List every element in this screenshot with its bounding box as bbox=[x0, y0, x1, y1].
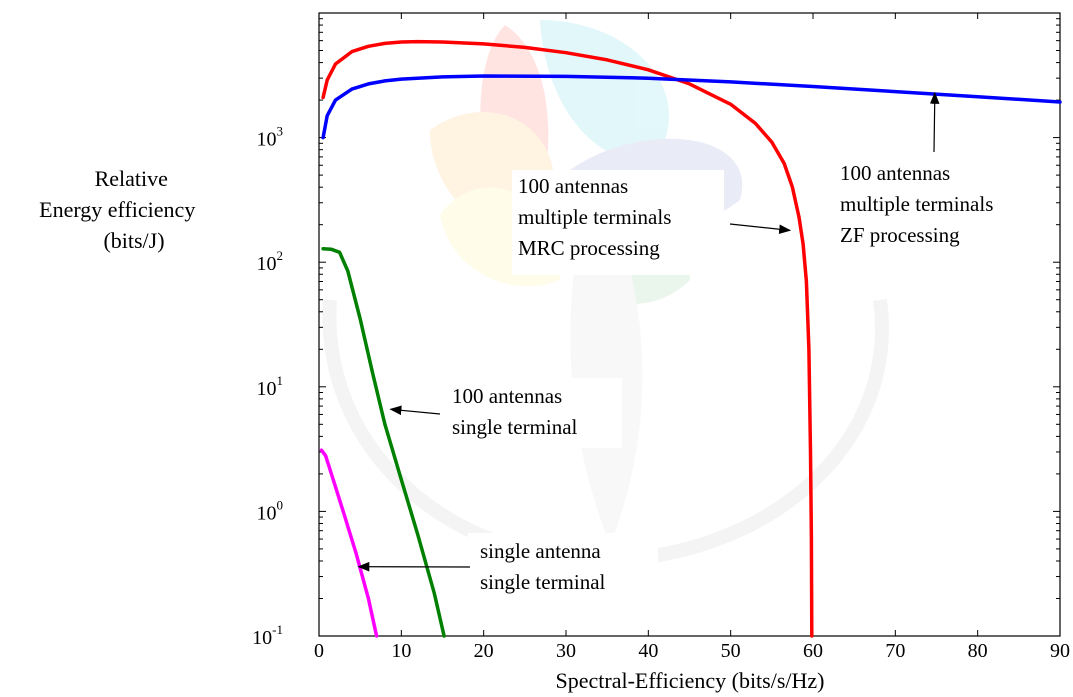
series-line bbox=[321, 247, 446, 638]
y-axis-label-line-3: (bits/J) bbox=[103, 228, 164, 253]
y-tick-exponent: 0 bbox=[277, 497, 284, 512]
x-tick-label: 40 bbox=[638, 640, 658, 662]
x-tick-label: 60 bbox=[803, 640, 823, 662]
y-tick-exponent: 1 bbox=[277, 373, 284, 388]
y-axis-label-line-2: Energy efficiency bbox=[39, 197, 195, 222]
annotation-arrow bbox=[389, 405, 441, 416]
annotation-text: 100 antennas multiple terminals ZF process… bbox=[840, 161, 993, 247]
annotation-line: 100 antennas bbox=[840, 161, 950, 185]
y-tick-exponent: -1 bbox=[272, 622, 283, 637]
watermark-logo bbox=[322, 20, 889, 567]
annotation-text: single antenna single terminal bbox=[480, 539, 606, 594]
annotation-arrow bbox=[729, 223, 792, 235]
series-line bbox=[319, 448, 379, 638]
y-tick-label: 10-1 bbox=[252, 622, 283, 649]
annotation-line: single terminal bbox=[480, 570, 606, 594]
y-tick-label: 101 bbox=[257, 373, 284, 400]
annotation-line: multiple terminals bbox=[840, 192, 993, 216]
y-tick-label: 100 bbox=[257, 497, 284, 524]
x-tick-label: 30 bbox=[556, 640, 576, 662]
y-tick-label: 103 bbox=[257, 124, 284, 151]
x-tick-label: 0 bbox=[314, 640, 324, 662]
x-axis-label: Spectral-Efficiency (bits/s/Hz) bbox=[556, 668, 825, 693]
series-layer bbox=[319, 39, 1062, 638]
series-line bbox=[321, 39, 814, 638]
y-tick-base: 10 bbox=[257, 502, 277, 524]
y-tick-base: 10 bbox=[252, 627, 272, 649]
annotation-background bbox=[512, 170, 724, 275]
annotation-line: ZF processing bbox=[840, 223, 960, 247]
x-tick-label: 50 bbox=[721, 640, 741, 662]
y-tick-exponent: 3 bbox=[277, 124, 284, 139]
y-axis-label-line-1: Relative bbox=[95, 166, 168, 191]
y-tick-label: 102 bbox=[257, 248, 284, 275]
x-tick-label: 90 bbox=[1050, 640, 1070, 662]
annotation-line: multiple terminals bbox=[518, 205, 671, 229]
annotation-arrow bbox=[929, 91, 940, 153]
y-tick-base: 10 bbox=[257, 129, 277, 151]
annotation-line: 100 antennas bbox=[518, 174, 628, 198]
x-tick-label: 20 bbox=[474, 640, 494, 662]
x-tick-label: 70 bbox=[885, 640, 905, 662]
annotation-background bbox=[834, 158, 1044, 263]
y-tick-exponent: 2 bbox=[277, 248, 284, 263]
annotation-background bbox=[440, 378, 622, 448]
x-tick-label: 80 bbox=[968, 640, 988, 662]
y-tick-base: 10 bbox=[257, 378, 277, 400]
annotation-line: single terminal bbox=[452, 415, 578, 439]
plot-frame bbox=[318, 12, 1061, 637]
y-tick-base: 10 bbox=[257, 253, 277, 275]
annotation-line: 100 antennas bbox=[452, 384, 562, 408]
x-tick-label: 10 bbox=[391, 640, 411, 662]
annotation-text: 100 antennas single terminal bbox=[452, 384, 578, 439]
annotations: 100 antennas multiple terminals MRC proces… bbox=[357, 91, 1044, 603]
y-axis-label: Relative Energy efficiency (bits/J) bbox=[39, 166, 201, 253]
annotation-line: single antenna bbox=[480, 539, 601, 563]
annotation-line: MRC processing bbox=[518, 236, 660, 260]
annotation-text: 100 antennas multiple terminals MRC proces… bbox=[518, 174, 671, 260]
series-line bbox=[321, 74, 1062, 140]
annotation-background bbox=[468, 533, 658, 603]
